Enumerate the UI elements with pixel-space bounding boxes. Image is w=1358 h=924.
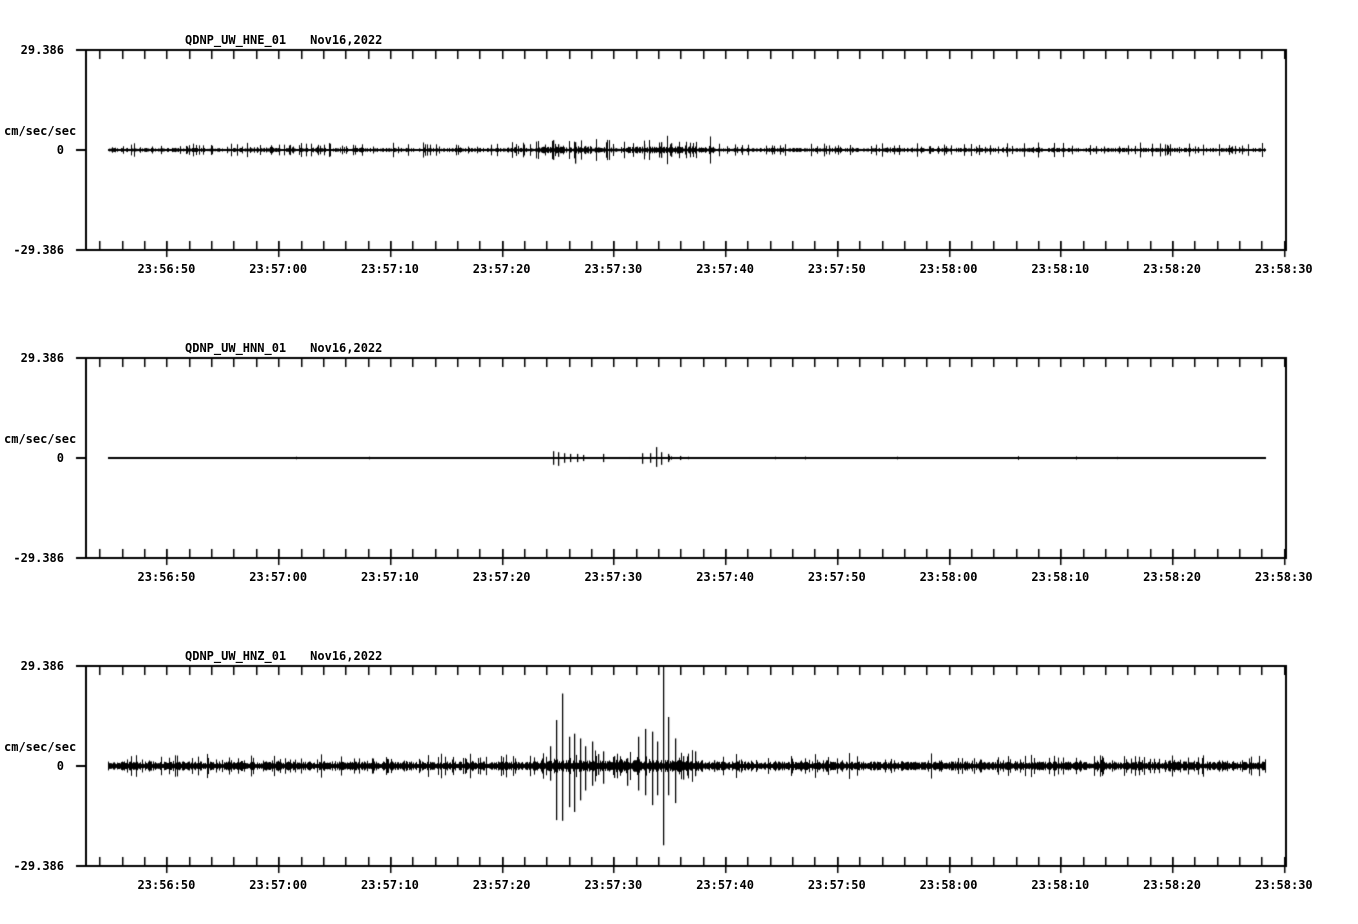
- seismogram-display: QDNP_UW_HNE_01 Nov16,2022 29.386 cm/sec/…: [0, 0, 1358, 924]
- seismogram-plot-canvas: [0, 0, 1358, 924]
